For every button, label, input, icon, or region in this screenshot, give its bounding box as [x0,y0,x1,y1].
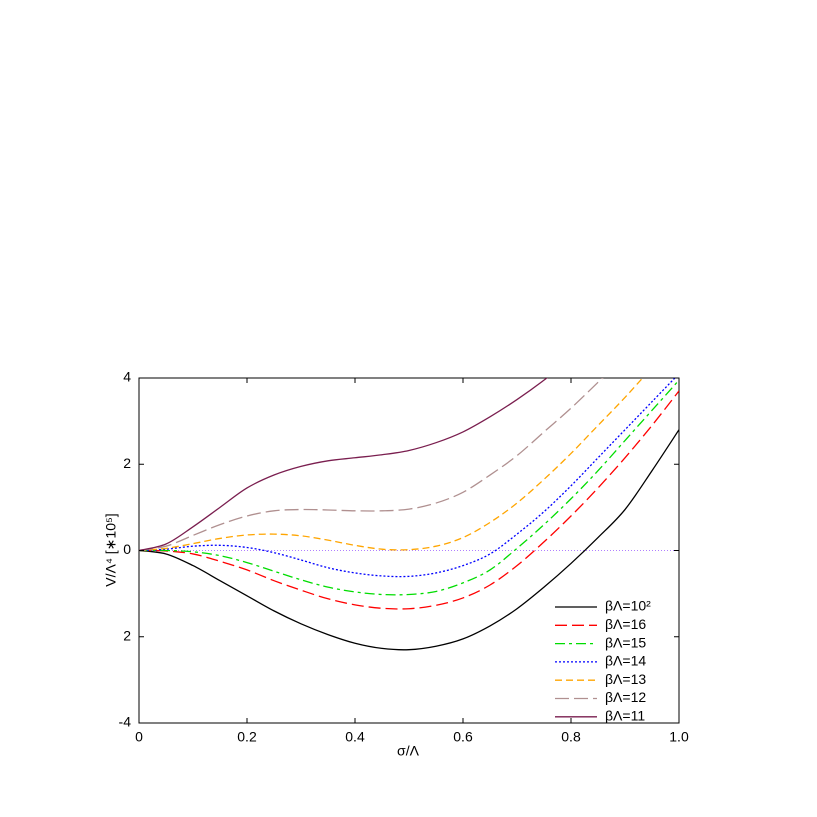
series-line [139,379,679,596]
x-tick-label: 1.0 [669,729,689,745]
x-tick-label: 0.2 [237,729,257,745]
legend-label: βΛ=11 [605,708,645,724]
legend-label: βΛ=16 [605,616,646,632]
x-tick-label: 0 [135,729,143,745]
x-axis-label: σ/Λ [397,743,420,759]
x-tick-label: 0.8 [561,729,581,745]
y-axis-label: V/Λ⁴ [∗10⁵] [103,513,119,586]
series-line [139,378,548,552]
x-tick-label: 0.6 [453,729,473,745]
legend-label: βΛ=10² [605,598,651,614]
y-tick-label: -4 [119,714,132,730]
series-line [139,378,604,552]
y-tick-label: 0 [123,541,131,557]
x-tick-label: 0.4 [345,729,365,745]
y-tick-label: 2 [123,455,131,471]
legend-label: βΛ=15 [605,634,646,650]
legend-label: βΛ=14 [605,653,646,669]
plot-area [139,378,679,651]
legend-label: βΛ=13 [605,671,646,687]
series-line [139,378,644,552]
series-line [139,378,676,578]
y-tick-label: 2 [123,627,131,643]
y-tick-label: 4 [123,369,131,385]
series-line [139,429,679,651]
legend-label: βΛ=12 [605,689,646,705]
series-line [139,390,679,610]
